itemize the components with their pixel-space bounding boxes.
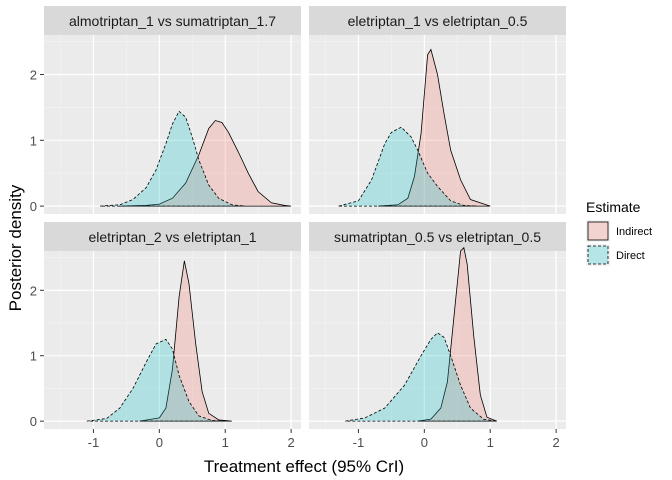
y-tick-label: 0 — [30, 414, 37, 429]
x-axis-title: Treatment effect (95% CrI) — [204, 457, 404, 476]
facet-strip — [44, 6, 301, 35]
x-tick-label: 0 — [156, 435, 163, 450]
facet-panel: eletriptan_1 vs eletriptan_0.5 — [309, 6, 566, 214]
direct-density — [338, 126, 478, 207]
x-tick-label: 1 — [222, 435, 229, 450]
legend-title: Estimate — [586, 199, 641, 215]
facet-strip — [309, 222, 566, 251]
legend-key-bg — [586, 244, 610, 266]
indirect-density — [378, 48, 491, 207]
facet-title: eletriptan_2 vs eletriptan_1 — [88, 229, 256, 245]
indirect-density — [119, 120, 292, 207]
x-tick-label: 2 — [552, 435, 559, 450]
direct-density — [345, 332, 497, 422]
legend-swatch — [587, 245, 609, 265]
legend-label: Direct — [616, 250, 645, 262]
x-tick-label: 0 — [421, 435, 428, 450]
y-tick-label: 1 — [30, 133, 37, 148]
panels: almotriptan_1 vs sumatriptan_1.7 eletript… — [44, 6, 566, 429]
x-tick-label: -1 — [88, 435, 100, 450]
facet-title: almotriptan_1 vs sumatriptan_1.7 — [69, 13, 276, 29]
direct-density — [86, 338, 226, 422]
indirect-density — [417, 246, 497, 422]
y-tick-label: 1 — [30, 349, 37, 364]
indirect-density — [139, 260, 232, 422]
legend: Estimate Indirect Direct — [586, 199, 652, 266]
direct-density — [99, 110, 246, 207]
y-axis-title: Posterior density — [6, 184, 25, 311]
legend-key-bg — [586, 220, 610, 242]
x-tick-label: -1 — [353, 435, 365, 450]
facet-title: eletriptan_1 vs eletriptan_0.5 — [348, 13, 528, 29]
facet-strip — [309, 6, 566, 35]
y-tick-label: 0 — [30, 199, 37, 214]
y-tick-label: 2 — [30, 67, 37, 82]
facet-strip — [44, 222, 301, 251]
y-tick-label: 2 — [30, 283, 37, 298]
x-tick-label: 1 — [487, 435, 494, 450]
axes: 0 1 2 -1 0 1 2 0 1 2 -1 0 1 2 — [30, 67, 560, 450]
facet-panel: almotriptan_1 vs sumatriptan_1.7 — [44, 6, 301, 214]
facet-panel: sumatriptan_0.5 vs eletriptan_0.5 — [309, 222, 566, 429]
facet-panel: eletriptan_2 vs eletriptan_1 — [44, 222, 301, 429]
legend-swatch — [587, 221, 609, 241]
x-tick-label: 2 — [287, 435, 294, 450]
legend-label: Indirect — [616, 226, 652, 238]
facet-title: sumatriptan_0.5 vs eletriptan_0.5 — [334, 229, 541, 245]
